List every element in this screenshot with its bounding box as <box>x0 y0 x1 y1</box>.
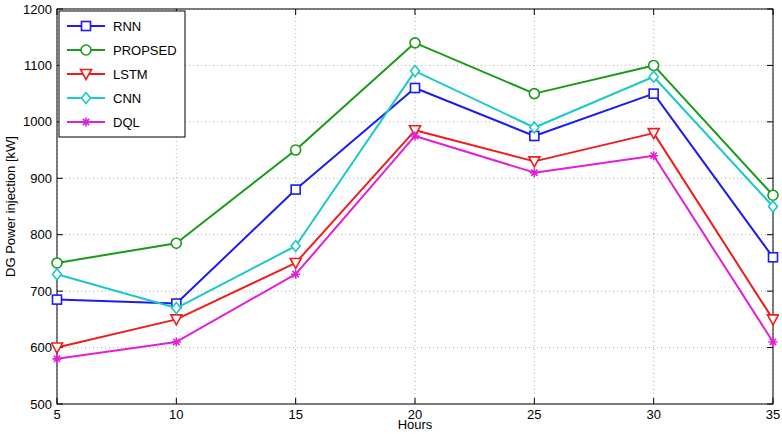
legend-marker <box>82 118 91 127</box>
series-marker <box>649 60 659 70</box>
legend-label: LSTM <box>113 67 148 82</box>
x-tick <box>415 9 416 15</box>
x-tick-label: 30 <box>646 407 660 422</box>
series-marker <box>768 315 779 325</box>
x-tick-label: 10 <box>169 407 183 422</box>
x-tick <box>295 9 296 15</box>
legend-marker <box>81 45 91 55</box>
y-tick <box>57 291 63 292</box>
plot-frame <box>57 9 773 404</box>
y-tick-label: 800 <box>30 227 52 242</box>
y-tick <box>767 347 773 348</box>
series-marker <box>172 303 181 314</box>
x-grid-line <box>295 9 296 404</box>
y-grid-line <box>57 347 773 348</box>
y-tick <box>767 121 773 122</box>
legend-label: RNN <box>113 19 141 34</box>
y-grid-line <box>57 291 773 292</box>
series-marker <box>53 269 62 280</box>
series-line <box>57 136 773 359</box>
x-tick <box>415 398 416 404</box>
legend: RNN PROPSED LSTM CNN DQL <box>59 11 185 137</box>
series-marker <box>529 89 539 99</box>
series-marker <box>171 315 182 325</box>
series-marker <box>52 343 63 353</box>
x-tick <box>295 398 296 404</box>
series-line <box>57 130 773 347</box>
series-marker <box>291 241 300 252</box>
x-axis-label: Hours <box>398 417 433 432</box>
y-tick-label: 600 <box>30 340 52 355</box>
y-grid-line <box>57 178 773 179</box>
y-axis-label: DG Power injection [kW] <box>3 136 18 277</box>
axes: 5101520253035500600700800900100011001200 <box>23 2 780 423</box>
legend-label: PROPSED <box>113 43 177 58</box>
series-marker <box>648 129 659 139</box>
series-marker <box>530 122 539 133</box>
series-marker <box>291 145 301 155</box>
series-marker <box>769 337 778 346</box>
series-marker <box>769 253 778 262</box>
series-marker <box>171 238 181 248</box>
y-tick-label: 500 <box>30 397 52 412</box>
y-tick-label: 1100 <box>24 58 52 73</box>
series-marker <box>769 201 778 212</box>
y-tick-label: 900 <box>30 171 52 186</box>
x-tick-label: 25 <box>527 407 541 422</box>
series-marker <box>290 258 301 268</box>
series-marker <box>291 185 300 194</box>
series-marker <box>172 337 181 346</box>
x-tick <box>176 398 177 404</box>
x-grid-line <box>534 9 535 404</box>
y-tick <box>767 234 773 235</box>
x-tick <box>534 398 535 404</box>
y-tick <box>57 178 63 179</box>
series-marker <box>410 38 420 48</box>
legend-label: DQL <box>113 115 140 130</box>
legend-label: CNN <box>113 91 141 106</box>
series-marker <box>52 258 62 268</box>
y-grid-line <box>57 234 773 235</box>
x-tick-label: 35 <box>766 407 780 422</box>
y-tick-label: 1000 <box>23 114 52 129</box>
y-tick-label: 1200 <box>23 2 52 17</box>
series-marker <box>529 157 540 167</box>
legend-marker <box>82 22 91 31</box>
x-tick-label: 15 <box>288 407 302 422</box>
legend-box <box>59 11 185 137</box>
chart: 5101520253035500600700800900100011001200… <box>0 0 782 434</box>
series-marker <box>530 168 539 177</box>
series-marker <box>53 295 62 304</box>
y-tick <box>57 234 63 235</box>
legend-marker <box>81 70 92 80</box>
series-marker <box>649 151 658 160</box>
series-marker <box>649 89 658 98</box>
series-marker <box>291 270 300 279</box>
series-marker <box>53 354 62 363</box>
legend-marker <box>82 93 91 104</box>
x-tick <box>653 398 654 404</box>
y-tick <box>767 65 773 66</box>
x-tick <box>653 9 654 15</box>
plot-background <box>57 9 773 404</box>
y-tick-label: 700 <box>30 284 52 299</box>
series-marker <box>411 84 420 93</box>
x-tick <box>534 9 535 15</box>
series-marker <box>768 190 778 200</box>
y-tick <box>767 178 773 179</box>
y-tick <box>767 291 773 292</box>
series-marker <box>411 66 420 77</box>
series-marker <box>411 131 420 140</box>
series-marker <box>649 71 658 82</box>
x-tick-label: 5 <box>53 407 60 422</box>
